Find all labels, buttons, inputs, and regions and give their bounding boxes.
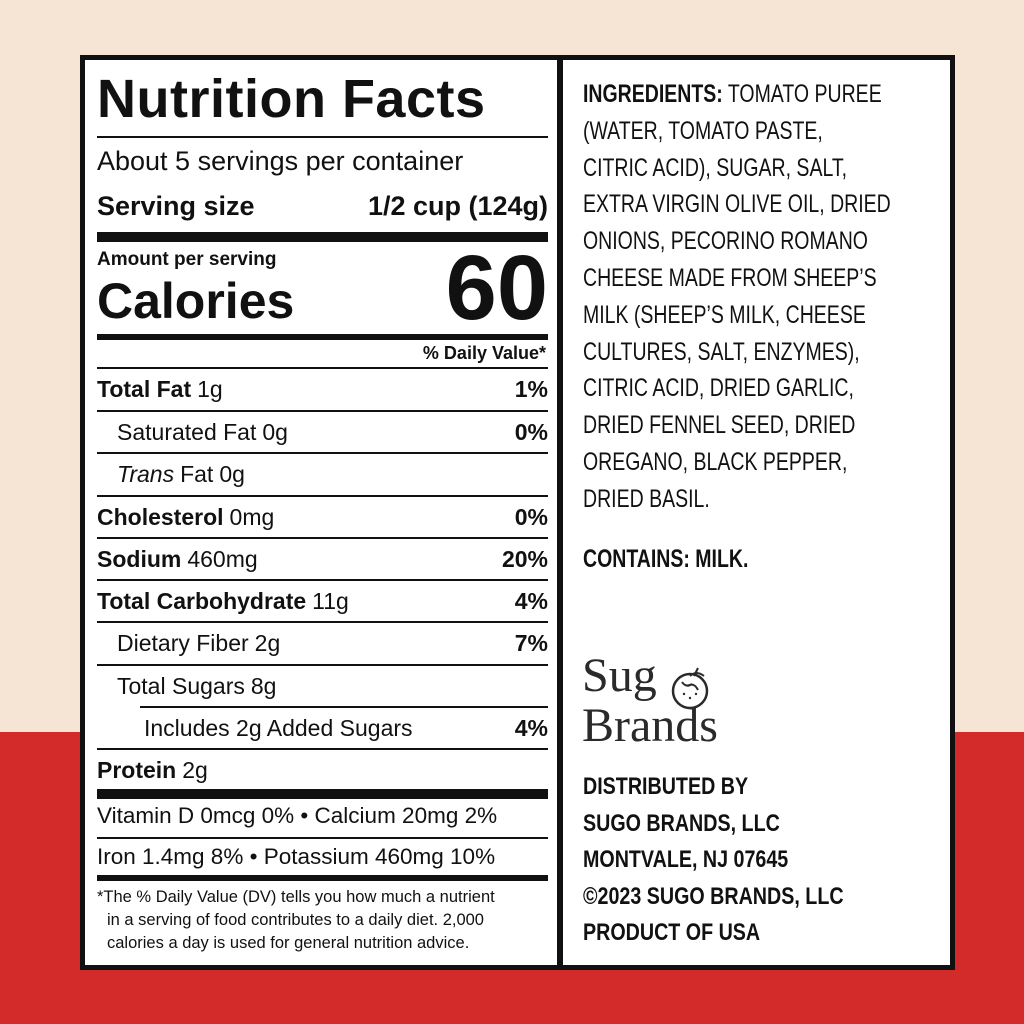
servings: About 5 servings per container <box>97 146 464 176</box>
ingredients-text: TOMATO PUREE <box>727 80 882 108</box>
vitamin-line: Vitamin D 0mcg 0% • Calcium 20mg 2% <box>97 803 498 828</box>
ingredients-line: DRIED BASIL. <box>583 484 710 513</box>
contains-label: CONTAINS: <box>583 545 690 573</box>
distributor-line: SUGO BRANDS, LLC <box>583 809 780 837</box>
ingredients-line: (WATER, TOMATO PASTE, <box>583 116 823 145</box>
nutrient-dv: 4% <box>514 714 548 741</box>
nutrient-name: Total Carbohydrate <box>97 587 307 614</box>
serving-size-label: Serving size <box>97 191 255 221</box>
tomato-dot <box>694 692 698 696</box>
footnote-line: calories a day is used for general nutri… <box>107 934 470 952</box>
ingredients-line: MILK (SHEEP’S MILK, CHEESE <box>583 300 866 329</box>
rule <box>97 837 548 839</box>
label-box <box>80 55 955 970</box>
nutrient-name: Saturated Fat <box>117 418 257 445</box>
calories-value: 60 <box>445 237 548 339</box>
nutrient-name-italic: Trans <box>117 460 175 487</box>
nutrient-name: Cholesterol <box>97 503 224 530</box>
nutrient-amount: 2g <box>182 756 208 783</box>
nutrient-amount: 0mg <box>229 503 275 530</box>
rule <box>97 452 548 454</box>
distributor-line: DISTRIBUTED BY <box>583 773 749 800</box>
ingredients-line: EXTRA VIRGIN OLIVE OIL, DRIED <box>583 190 891 219</box>
rule <box>97 664 548 666</box>
rule <box>97 621 548 623</box>
nutrient-row: Dietary Fiber 2g 7% <box>97 623 548 663</box>
distributor-line: MONTVALE, NJ 07645 <box>583 846 789 874</box>
ingredients-label: INGREDIENTS: <box>583 80 723 108</box>
nutrient-row: Cholesterol 0mg 0% <box>97 497 548 537</box>
nutrient-amount: 2g <box>254 629 281 656</box>
tomato-icon <box>671 667 709 710</box>
nutrient-amount: 0g <box>219 460 245 487</box>
nutrient-amount: 11g <box>312 587 349 614</box>
rule <box>97 537 548 539</box>
nutrient-row: Total Sugars 8g <box>97 666 548 706</box>
tomato-stem <box>681 667 705 691</box>
nutrient-row: Total Carbohydrate 11g 4% <box>97 581 548 621</box>
rule-medium <box>97 875 548 881</box>
nutrient-amount: 8g <box>250 672 277 699</box>
nutrient-name: Total Sugars <box>117 672 245 699</box>
rule <box>97 748 548 750</box>
nutrient-name: Fat <box>180 460 214 487</box>
tomato-dot <box>682 692 686 696</box>
brand-line: Brands <box>582 699 718 752</box>
rule <box>97 495 548 497</box>
ingredients-line: DRIED FENNEL SEED, DRIED <box>583 411 856 440</box>
rule-thick <box>97 789 548 799</box>
nutrient-dv: 7% <box>514 629 548 656</box>
vitamin-line: Iron 1.4mg 8% • Potassium 460mg 10% <box>97 844 496 869</box>
ingredients-line: OREGANO, BLACK PEPPER, <box>583 448 848 476</box>
distributor-line: ©2023 SUGO BRANDS, LLC <box>583 882 844 910</box>
footnote-line: in a serving of food contributes to a da… <box>107 911 484 929</box>
rule <box>140 706 548 708</box>
nutrient-name: Includes 2g Added Sugars <box>144 714 413 741</box>
nutrient-amount: 0g <box>262 418 288 445</box>
serving-size: 1/2 cup (124g) <box>367 191 548 221</box>
contains-text: MILK. <box>695 545 749 573</box>
ingredients-line: CITRIC ACID, DRIED GARLIC, <box>583 374 854 403</box>
contains-line: CONTAINS: MILK. <box>583 545 748 574</box>
rule <box>97 367 548 369</box>
tomato-dot <box>688 696 692 700</box>
nutrient-row: Protein 2g <box>97 750 548 790</box>
ingredients-line: CULTURES, SALT, ENZYMES), <box>583 337 860 366</box>
ingredients-line: CHEESE MADE FROM SHEEP’S <box>583 264 877 292</box>
tomato-body <box>671 672 709 710</box>
nutrient-dv: 20% <box>501 545 548 572</box>
nutrient-name: Total Fat <box>97 375 192 402</box>
nutrient-name: Sodium <box>97 545 182 572</box>
ingredients-line: ONIONS, PECORINO ROMANO <box>583 227 868 256</box>
nutrient-row: Saturated Fat 0g 0% <box>97 412 548 452</box>
calories-label: Calories <box>97 273 295 329</box>
nutrient-row: Total Fat 1g 1% <box>97 369 548 409</box>
panel-divider <box>557 55 563 970</box>
nutrient-row: Trans Fat 0g <box>97 454 548 494</box>
dv-header: % Daily Value* <box>422 343 546 363</box>
nutrient-dv: 0% <box>514 418 548 445</box>
rule <box>97 136 548 138</box>
title: Nutrition Facts <box>97 69 486 129</box>
rule-thick <box>97 232 548 242</box>
nutrient-row: Sodium 460mg 20% <box>97 539 548 579</box>
brand-line: Sug <box>582 649 657 702</box>
amount-per-serving: Amount per serving <box>97 249 277 270</box>
footnote-line: *The % Daily Value (DV) tells you how mu… <box>97 888 495 906</box>
nutrient-name: Protein <box>97 756 177 783</box>
ingredients-line: CITRIC ACID), SUGAR, SALT, <box>583 153 848 182</box>
nutrient-name: Dietary Fiber <box>117 629 249 656</box>
nutrient-dv: 4% <box>514 587 548 614</box>
nutrient-row: Includes 2g Added Sugars 4% <box>97 708 548 748</box>
ingredients-line: INGREDIENTS: TOMATO PUREE <box>583 80 882 109</box>
rule <box>97 579 548 581</box>
nutrient-amount: 1g <box>197 375 223 402</box>
distributor-line: PRODUCT OF USA <box>583 919 761 947</box>
rule <box>97 410 548 412</box>
nutrient-dv: 0% <box>514 503 548 530</box>
nutrient-amount: 460mg <box>187 545 258 572</box>
nutrient-dv: 1% <box>514 375 548 402</box>
rule-medium <box>97 334 548 340</box>
